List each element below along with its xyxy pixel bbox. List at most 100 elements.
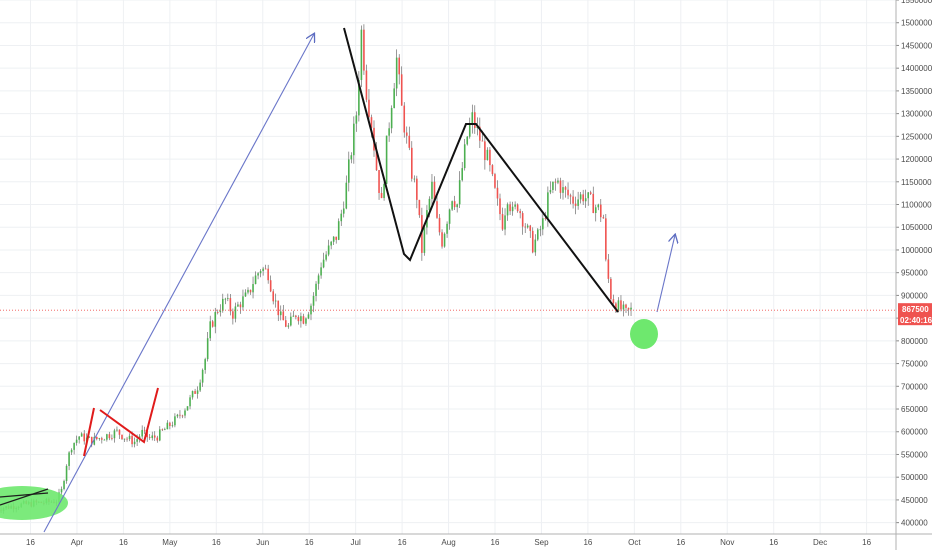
candle-body bbox=[267, 268, 269, 281]
candle-body bbox=[589, 192, 592, 194]
green-highlight-ellipse-left[interactable] bbox=[0, 486, 68, 520]
candle-body bbox=[68, 452, 70, 466]
candle-body bbox=[219, 310, 222, 313]
candle-body bbox=[222, 298, 224, 311]
candle-body bbox=[330, 241, 332, 246]
candle-body bbox=[133, 441, 136, 445]
rebound-arrow[interactable] bbox=[656, 235, 675, 313]
red-flag-pattern[interactable] bbox=[99, 387, 159, 444]
candle-body bbox=[350, 155, 353, 160]
candle-body bbox=[491, 165, 494, 175]
y-tick-label: 400000 bbox=[901, 519, 928, 528]
y-tick-label: 1000000 bbox=[901, 246, 932, 255]
candle-body bbox=[481, 140, 484, 142]
candle-body bbox=[317, 275, 320, 284]
candle-body bbox=[421, 215, 423, 253]
candle-body bbox=[617, 300, 620, 312]
candle-body bbox=[534, 239, 537, 253]
candle-body bbox=[181, 415, 184, 417]
candle-body bbox=[479, 126, 481, 141]
y-tick-label: 700000 bbox=[901, 382, 928, 391]
trendline-lower-left[interactable] bbox=[0, 488, 49, 506]
candle-body bbox=[63, 480, 65, 489]
y-tick-label: 600000 bbox=[901, 428, 928, 437]
candle-body bbox=[194, 391, 196, 394]
candle-body bbox=[441, 232, 443, 247]
y-tick-label: 1400000 bbox=[901, 64, 932, 73]
time-axis[interactable]: 16 Apr 16 May 16 Jun 16 Jul 16 Aug 16 Sep 16 Oct 16 Nov… bbox=[0, 533, 932, 547]
black-pattern-lines[interactable] bbox=[343, 27, 619, 313]
price-axis[interactable]: 400000 450000 500000 550000 600000 650000 7000… bbox=[895, 0, 932, 550]
candle-body bbox=[297, 317, 300, 322]
candle-body bbox=[448, 209, 451, 224]
x-tick-label: May bbox=[162, 538, 177, 547]
long-uptrend-arrow[interactable] bbox=[43, 34, 314, 533]
candle-body bbox=[108, 434, 111, 439]
x-tick-label: 16 bbox=[862, 538, 871, 547]
candle-body bbox=[153, 435, 156, 438]
candle-body bbox=[610, 278, 612, 300]
candle-body bbox=[461, 168, 463, 181]
candle-body bbox=[436, 201, 438, 218]
y-tick-label: 900000 bbox=[901, 291, 928, 300]
candle-body bbox=[458, 180, 461, 205]
candle-body bbox=[121, 434, 123, 440]
x-tick-label: 16 bbox=[676, 538, 685, 547]
candle-body bbox=[463, 144, 466, 169]
candle-body bbox=[542, 218, 544, 230]
y-tick-label: 1300000 bbox=[901, 110, 932, 119]
candle-body bbox=[136, 439, 138, 442]
green-highlight-circle[interactable] bbox=[630, 319, 658, 349]
candle-body bbox=[388, 128, 390, 136]
x-tick-label: Aug bbox=[441, 538, 455, 547]
candle-body bbox=[471, 112, 474, 125]
candle-body bbox=[176, 414, 179, 417]
candle-body bbox=[378, 170, 380, 193]
trendline-upper-left[interactable] bbox=[0, 492, 49, 498]
candle-body bbox=[405, 132, 408, 136]
y-tick-label: 1500000 bbox=[901, 19, 932, 28]
candle-body bbox=[211, 321, 214, 327]
candle-body bbox=[171, 425, 174, 427]
candle-body bbox=[264, 268, 267, 270]
candle-body bbox=[438, 217, 441, 233]
candle-body bbox=[615, 303, 617, 312]
candle-body bbox=[337, 221, 340, 240]
candle-body bbox=[380, 192, 383, 199]
y-tick-label: 1050000 bbox=[901, 223, 932, 232]
plot-area[interactable] bbox=[0, 0, 896, 534]
candle-body bbox=[96, 436, 98, 440]
y-tick-label: 550000 bbox=[901, 450, 928, 459]
x-tick-label: 16 bbox=[212, 538, 221, 547]
candle-body bbox=[224, 298, 227, 300]
candle-body bbox=[577, 199, 579, 206]
candle-body bbox=[531, 230, 534, 253]
drawings[interactable] bbox=[0, 27, 675, 533]
candle-body bbox=[274, 300, 277, 302]
candle-body bbox=[398, 57, 400, 75]
y-tick-label: 650000 bbox=[901, 405, 928, 414]
y-tick-label: 450000 bbox=[901, 496, 928, 505]
candle-body bbox=[287, 325, 290, 327]
candle-body bbox=[431, 181, 433, 199]
candle-body bbox=[519, 211, 521, 214]
candle-body bbox=[539, 229, 542, 231]
candle-body bbox=[282, 311, 285, 321]
candle-body bbox=[630, 307, 632, 310]
candle-body bbox=[516, 204, 519, 212]
candle-body bbox=[315, 283, 317, 296]
candle-body bbox=[179, 414, 181, 416]
candle-body bbox=[592, 193, 595, 213]
candle-body bbox=[348, 159, 350, 183]
candle-body bbox=[70, 449, 73, 453]
candle-body bbox=[395, 57, 398, 89]
candle-body bbox=[355, 115, 358, 124]
candle-body bbox=[433, 181, 436, 202]
red-line-left-shoulder[interactable] bbox=[83, 407, 95, 457]
candle-body bbox=[113, 430, 116, 439]
candle-body bbox=[60, 488, 63, 493]
candle-body bbox=[93, 436, 96, 445]
candle-body bbox=[196, 390, 199, 394]
